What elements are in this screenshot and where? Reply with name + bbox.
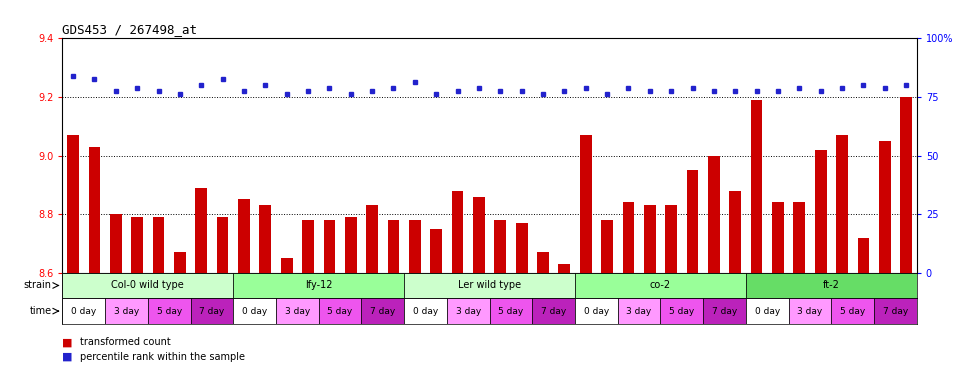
- Bar: [106, 298, 148, 324]
- Bar: [362, 298, 404, 324]
- Text: ■: ■: [62, 352, 77, 362]
- Bar: [324, 220, 335, 273]
- Bar: [794, 202, 805, 273]
- Bar: [874, 298, 917, 324]
- Text: transformed count: transformed count: [80, 337, 171, 347]
- Text: 0 day: 0 day: [71, 307, 96, 315]
- Bar: [831, 298, 874, 324]
- Bar: [618, 298, 660, 324]
- Bar: [302, 220, 314, 273]
- Bar: [789, 298, 831, 324]
- Text: ■: ■: [62, 337, 77, 347]
- Text: 3 day: 3 day: [627, 307, 652, 315]
- Bar: [233, 273, 404, 298]
- Bar: [686, 170, 698, 273]
- Bar: [62, 273, 233, 298]
- Text: 7 day: 7 day: [200, 307, 225, 315]
- Bar: [494, 220, 506, 273]
- Bar: [88, 147, 100, 273]
- Text: 0 day: 0 day: [242, 307, 267, 315]
- Bar: [751, 100, 762, 273]
- Text: 5 day: 5 day: [156, 307, 181, 315]
- Text: 0 day: 0 day: [755, 307, 780, 315]
- Text: lfy-12: lfy-12: [305, 280, 332, 291]
- Bar: [857, 238, 869, 273]
- Bar: [67, 135, 79, 273]
- Bar: [516, 223, 527, 273]
- Bar: [490, 298, 532, 324]
- Bar: [746, 298, 789, 324]
- Bar: [190, 298, 233, 324]
- Text: co-2: co-2: [650, 280, 671, 291]
- Text: 7 day: 7 day: [883, 307, 908, 315]
- Bar: [538, 252, 549, 273]
- Bar: [367, 205, 378, 273]
- Bar: [196, 188, 207, 273]
- Text: 3 day: 3 day: [114, 307, 139, 315]
- Text: 3 day: 3 day: [285, 307, 310, 315]
- Bar: [430, 229, 442, 273]
- Bar: [238, 199, 250, 273]
- Bar: [746, 273, 917, 298]
- Bar: [217, 217, 228, 273]
- Bar: [665, 205, 677, 273]
- Bar: [404, 273, 575, 298]
- Text: time: time: [30, 306, 52, 316]
- Text: 3 day: 3 day: [798, 307, 823, 315]
- Bar: [62, 298, 106, 324]
- Text: 7 day: 7 day: [371, 307, 396, 315]
- Bar: [815, 150, 827, 273]
- Text: 0 day: 0 day: [584, 307, 609, 315]
- Bar: [730, 191, 741, 273]
- Bar: [644, 205, 656, 273]
- Text: 5 day: 5 day: [327, 307, 352, 315]
- Bar: [559, 264, 570, 273]
- Bar: [148, 298, 190, 324]
- Bar: [388, 220, 399, 273]
- Bar: [319, 298, 362, 324]
- Text: 7 day: 7 day: [712, 307, 737, 315]
- Bar: [473, 197, 485, 273]
- Bar: [836, 135, 848, 273]
- Text: 5 day: 5 day: [669, 307, 694, 315]
- Bar: [708, 156, 720, 273]
- Bar: [575, 273, 746, 298]
- Bar: [660, 298, 703, 324]
- Bar: [703, 298, 746, 324]
- Bar: [623, 202, 635, 273]
- Bar: [879, 141, 891, 273]
- Bar: [900, 97, 912, 273]
- Bar: [281, 258, 293, 273]
- Bar: [345, 217, 356, 273]
- Bar: [452, 191, 464, 273]
- Text: strain: strain: [24, 280, 52, 291]
- Bar: [110, 214, 122, 273]
- Bar: [259, 205, 271, 273]
- Bar: [409, 220, 420, 273]
- Text: 5 day: 5 day: [498, 307, 523, 315]
- Text: Ler wild type: Ler wild type: [458, 280, 521, 291]
- Bar: [174, 252, 185, 273]
- Text: ft-2: ft-2: [823, 280, 840, 291]
- Text: Col-0 wild type: Col-0 wild type: [111, 280, 184, 291]
- Bar: [580, 135, 591, 273]
- Text: GDS453 / 267498_at: GDS453 / 267498_at: [62, 23, 198, 36]
- Bar: [132, 217, 143, 273]
- Text: 3 day: 3 day: [456, 307, 481, 315]
- Bar: [404, 298, 446, 324]
- Text: percentile rank within the sample: percentile rank within the sample: [80, 352, 245, 362]
- Bar: [601, 220, 612, 273]
- Bar: [575, 298, 618, 324]
- Bar: [276, 298, 319, 324]
- Text: 5 day: 5 day: [840, 307, 865, 315]
- Text: 7 day: 7 day: [541, 307, 566, 315]
- Bar: [772, 202, 783, 273]
- Text: 0 day: 0 day: [413, 307, 438, 315]
- Bar: [233, 298, 276, 324]
- Bar: [153, 217, 164, 273]
- Bar: [446, 298, 490, 324]
- Bar: [532, 298, 575, 324]
